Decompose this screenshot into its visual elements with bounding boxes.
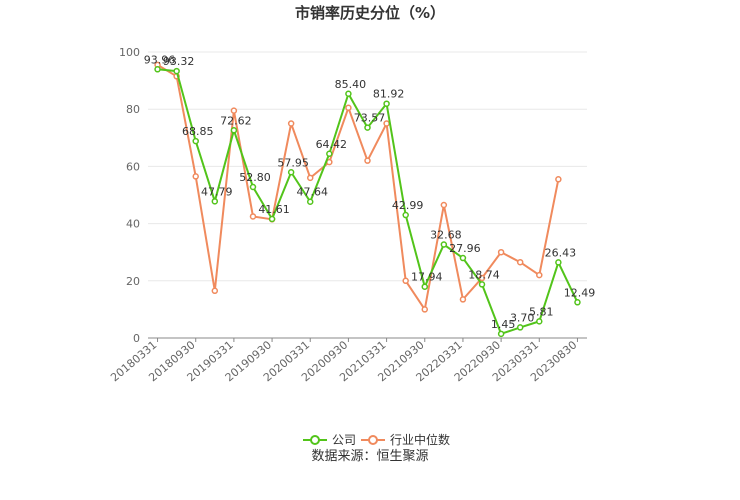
- company-data-point: [287, 169, 295, 176]
- company-data-label: 32.68: [430, 229, 462, 242]
- industry-data-point: [497, 248, 505, 256]
- legend-item-company[interactable]: 公司: [303, 431, 356, 448]
- legend-industry-label: 行业中位数: [390, 433, 451, 447]
- company-data-point: [497, 330, 505, 338]
- y-tick-label: 0: [133, 332, 140, 345]
- company-data-label: 68.85: [182, 125, 214, 138]
- industry-series-line: [157, 64, 560, 311]
- company-data-label: 73.57: [354, 112, 386, 125]
- company-data-label: 64.42: [316, 138, 348, 151]
- y-tick-label: 40: [126, 218, 140, 231]
- company-data-point: [421, 283, 429, 290]
- y-tick-label: 100: [119, 46, 140, 59]
- company-data-point: [306, 198, 314, 205]
- company-data-label: 47.64: [296, 186, 328, 199]
- industry-data-point: [287, 120, 295, 127]
- company-data-point: [459, 254, 467, 262]
- company-data-point: [268, 215, 276, 223]
- company-data-point: [402, 211, 409, 219]
- company-data-label: 42.99: [392, 199, 424, 212]
- company-data-label: 85.40: [335, 78, 367, 91]
- y-tick-label: 60: [126, 160, 140, 173]
- industry-data-point: [478, 274, 486, 282]
- industry-data-point: [516, 258, 524, 266]
- industry-data-point: [440, 201, 448, 209]
- company-data-point: [211, 198, 219, 205]
- company-data-point: [230, 127, 238, 134]
- industry-data-point: [211, 287, 219, 295]
- legend-company-label: 公司: [332, 433, 357, 447]
- industry-data-point: [459, 296, 467, 303]
- company-data-label: 52.80: [239, 171, 271, 184]
- legend: 公司 行业中位数: [0, 431, 740, 449]
- company-data-label: 41.61: [258, 203, 290, 216]
- legend-company-marker: [303, 434, 327, 445]
- company-data-point: [154, 66, 161, 73]
- industry-data-point: [421, 306, 429, 313]
- industry-data-point: [249, 213, 257, 220]
- industry-data-point: [230, 107, 238, 114]
- company-data-label: 5.81: [529, 305, 554, 318]
- company-data-point: [364, 124, 371, 131]
- industry-data-point: [192, 173, 199, 180]
- company-data-label: 57.95: [277, 156, 309, 169]
- company-data-label: 3.70: [510, 311, 535, 324]
- company-data-point: [345, 90, 352, 98]
- company-data-point: [516, 324, 524, 331]
- company-data-point: [555, 259, 562, 266]
- y-tick-label: 80: [126, 103, 140, 116]
- company-data-label: 81.92: [373, 88, 405, 101]
- industry-data-point: [306, 174, 314, 182]
- company-data-label: 26.43: [545, 246, 577, 259]
- company-data-label: 1.45: [491, 318, 516, 331]
- company-data-label: 93.96: [144, 53, 176, 66]
- legend-item-industry[interactable]: 行业中位数: [361, 431, 450, 448]
- industry-data-point: [555, 176, 562, 183]
- company-data-point: [249, 183, 257, 191]
- company-data-point: [536, 318, 543, 325]
- company-data-point: [192, 137, 199, 145]
- company-data-point: [326, 150, 333, 158]
- industry-data-point: [364, 157, 371, 164]
- industry-data-point: [345, 104, 352, 112]
- industry-data-point: [402, 277, 409, 285]
- company-data-label: 27.96: [449, 242, 481, 255]
- company-data-point: [383, 100, 390, 107]
- company-data-point: [440, 241, 448, 248]
- company-data-point: [478, 281, 486, 288]
- company-data-label: 93.32: [163, 55, 195, 68]
- industry-data-point: [536, 271, 543, 279]
- company-data-label: 18.74: [468, 268, 500, 281]
- company-data-label: 12.49: [564, 286, 596, 299]
- company-data-label: 72.62: [220, 114, 252, 127]
- y-tick-label: 20: [126, 275, 140, 288]
- company-data-point: [173, 67, 180, 75]
- company-data-label: 47.79: [201, 185, 233, 198]
- company-data-point: [574, 299, 581, 306]
- chart-title: 市销率历史分位（%）: [294, 4, 446, 22]
- company-data-label: 17.94: [411, 271, 443, 284]
- legend-industry-marker: [361, 434, 385, 445]
- data-source-note: 数据来源：恒生聚源: [311, 449, 429, 464]
